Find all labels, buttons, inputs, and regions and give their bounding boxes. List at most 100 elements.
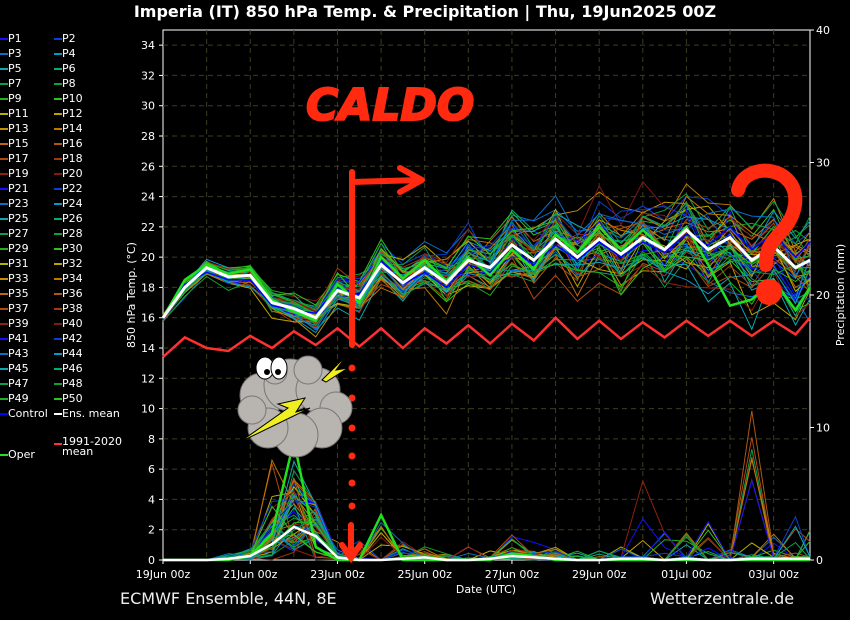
legend-swatch — [0, 98, 8, 100]
legend-swatch — [0, 454, 8, 456]
legend-label: P33 — [8, 272, 29, 285]
legend-swatch — [0, 248, 8, 250]
legend-label: P42 — [62, 332, 83, 345]
xtick-label: 19Jun 00z — [136, 568, 191, 581]
caldo-annotation-text: CALDO — [306, 80, 474, 131]
legend-swatch — [0, 113, 8, 115]
legend-swatch — [54, 383, 62, 385]
legend-label: P48 — [62, 377, 83, 390]
ytick-label: 30 — [141, 100, 155, 113]
legend-item-p4: P4 — [54, 47, 76, 61]
legend-label: P45 — [8, 362, 29, 375]
legend-item-ens-mean: Ens. mean — [54, 407, 120, 421]
legend-item-p36: P36 — [54, 287, 83, 301]
x-axis-label: Date (UTC) — [456, 583, 516, 596]
legend-item-p13: P13 — [0, 122, 29, 136]
legend-item-p22: P22 — [54, 182, 83, 196]
cloud-pupil — [275, 369, 281, 375]
legend-swatch — [0, 368, 8, 370]
footer-model-label: ECMWF Ensemble, 44N, 8E — [120, 589, 337, 608]
legend-swatch — [0, 263, 8, 265]
legend-swatch — [0, 53, 8, 55]
xtick-label: 29Jun 00z — [572, 568, 627, 581]
ytick-label: 16 — [141, 312, 155, 325]
y2tick-label: 20 — [816, 289, 830, 302]
legend-label: P16 — [62, 137, 83, 150]
legend-item-p50: P50 — [54, 392, 83, 406]
ens-mean-temp-line — [161, 227, 811, 320]
legend-label: P11 — [8, 107, 29, 120]
legend-label: P29 — [8, 242, 29, 255]
legend-label: P44 — [62, 347, 83, 360]
ytick-label: 26 — [141, 160, 155, 173]
legend-item-p12: P12 — [54, 107, 83, 121]
legend-swatch — [54, 278, 62, 280]
legend-swatch — [54, 143, 62, 145]
legend-item-p23: P23 — [0, 197, 29, 211]
legend-swatch — [54, 308, 62, 310]
cloud-pupil — [264, 369, 270, 375]
ytick-label: 22 — [141, 221, 155, 234]
legend-item-oper: Oper — [0, 448, 35, 462]
legend-swatch — [0, 338, 8, 340]
y-axis-label: 850 hPa Temp. (°C) — [125, 242, 138, 348]
xtick-label: 21Jun 00z — [223, 568, 278, 581]
legend-item-p46: P46 — [54, 362, 83, 376]
ytick-label: 24 — [141, 191, 155, 204]
legend-label: P2 — [62, 32, 76, 45]
legend-label: P3 — [8, 47, 22, 60]
legend-item-p45: P45 — [0, 362, 29, 376]
legend-swatch — [0, 383, 8, 385]
legend-item-p40: P40 — [54, 317, 83, 331]
legend-swatch — [0, 158, 8, 160]
dotted-line-dot — [348, 502, 356, 510]
legend-label: P34 — [62, 272, 83, 285]
legend-label: P8 — [62, 77, 76, 90]
chart-title: Imperia (IT) 850 hPa Temp. & Precipitati… — [133, 2, 717, 21]
legend-item-p32: P32 — [54, 257, 83, 271]
legend-label: P37 — [8, 302, 29, 315]
legend-swatch — [0, 353, 8, 355]
legend-label: P6 — [62, 62, 76, 75]
legend-label: Ens. mean — [62, 407, 120, 420]
legend-item-p11: P11 — [0, 107, 29, 121]
legend-swatch — [0, 323, 8, 325]
legend-swatch — [0, 68, 8, 70]
ytick-label: 2 — [148, 524, 155, 537]
y2tick-label: 30 — [816, 157, 830, 170]
legend-label: P21 — [8, 182, 29, 195]
legend-label: P17 — [8, 152, 29, 165]
legend-item-p3: P3 — [0, 47, 22, 61]
ytick-label: 10 — [141, 403, 155, 416]
xtick-label: 25Jun 00z — [397, 568, 452, 581]
legend-label: P39 — [8, 317, 29, 330]
legend-label: P18 — [62, 152, 83, 165]
legend-item-p27: P27 — [0, 227, 29, 241]
legend-swatch — [0, 278, 8, 280]
legend-label: P25 — [8, 212, 29, 225]
ytick-label: 34 — [141, 39, 155, 52]
arrow-right-annotation — [349, 165, 425, 348]
storm-cloud-icon — [237, 355, 353, 458]
legend-swatch — [0, 38, 8, 40]
dotted-line-dot — [348, 479, 356, 487]
legend-label: P12 — [62, 107, 83, 120]
legend-swatch — [54, 323, 62, 325]
legend-swatch — [54, 113, 62, 115]
legend-swatch — [54, 413, 62, 415]
legend-swatch — [54, 263, 62, 265]
cloud-puff — [293, 355, 323, 385]
legend-swatch — [54, 128, 62, 130]
legend-swatch — [54, 83, 62, 85]
legend-item-p9: P9 — [0, 92, 22, 106]
member-temp-line-p4 — [162, 228, 811, 321]
legend-label: P31 — [8, 257, 29, 270]
legend-label: P26 — [62, 212, 83, 225]
legend-label: P28 — [62, 227, 83, 240]
question-mark-annotation — [731, 163, 803, 272]
legend-item-p47: P47 — [0, 377, 29, 391]
ytick-label: 32 — [141, 69, 155, 82]
legend-item-p25: P25 — [0, 212, 29, 226]
legend-label: P27 — [8, 227, 29, 240]
